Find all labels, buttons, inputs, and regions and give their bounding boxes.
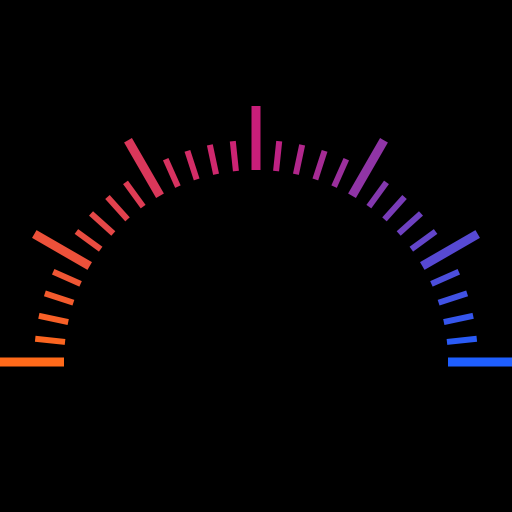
gauge-minor-tick	[312, 149, 328, 181]
gauge-minor-tick	[123, 180, 146, 209]
gauge-minor-tick	[409, 229, 438, 252]
gauge-minor-tick	[89, 211, 116, 236]
gauge-major-tick	[124, 138, 164, 198]
gauge-minor-tick	[382, 195, 407, 222]
gauge-minor-tick	[38, 312, 69, 326]
gauge-minor-tick	[34, 335, 66, 345]
gauge-tick-group	[0, 106, 512, 367]
gauge-minor-tick	[396, 211, 423, 236]
gauge-minor-tick	[43, 290, 75, 306]
gauge-minor-tick	[273, 140, 283, 172]
gauge-minor-tick	[366, 180, 389, 209]
gauge-major-tick	[348, 138, 388, 198]
gauge-minor-tick	[162, 157, 181, 188]
gauge-minor-tick	[443, 312, 474, 326]
gauge-minor-tick	[74, 229, 103, 252]
gauge-minor-tick	[105, 195, 130, 222]
gauge-major-tick	[32, 230, 92, 270]
gauge-minor-tick	[437, 290, 469, 306]
gauge-minor-tick	[292, 144, 306, 175]
gauge-minor-tick	[206, 144, 220, 175]
gauge-minor-tick	[430, 268, 461, 287]
gauge-minor-tick	[446, 335, 478, 345]
gauge-minor-tick	[51, 268, 82, 287]
gauge-minor-tick	[331, 157, 350, 188]
gauge-minor-tick	[229, 140, 239, 172]
gauge-major-tick	[420, 230, 480, 270]
gauge-minor-tick	[184, 149, 200, 181]
